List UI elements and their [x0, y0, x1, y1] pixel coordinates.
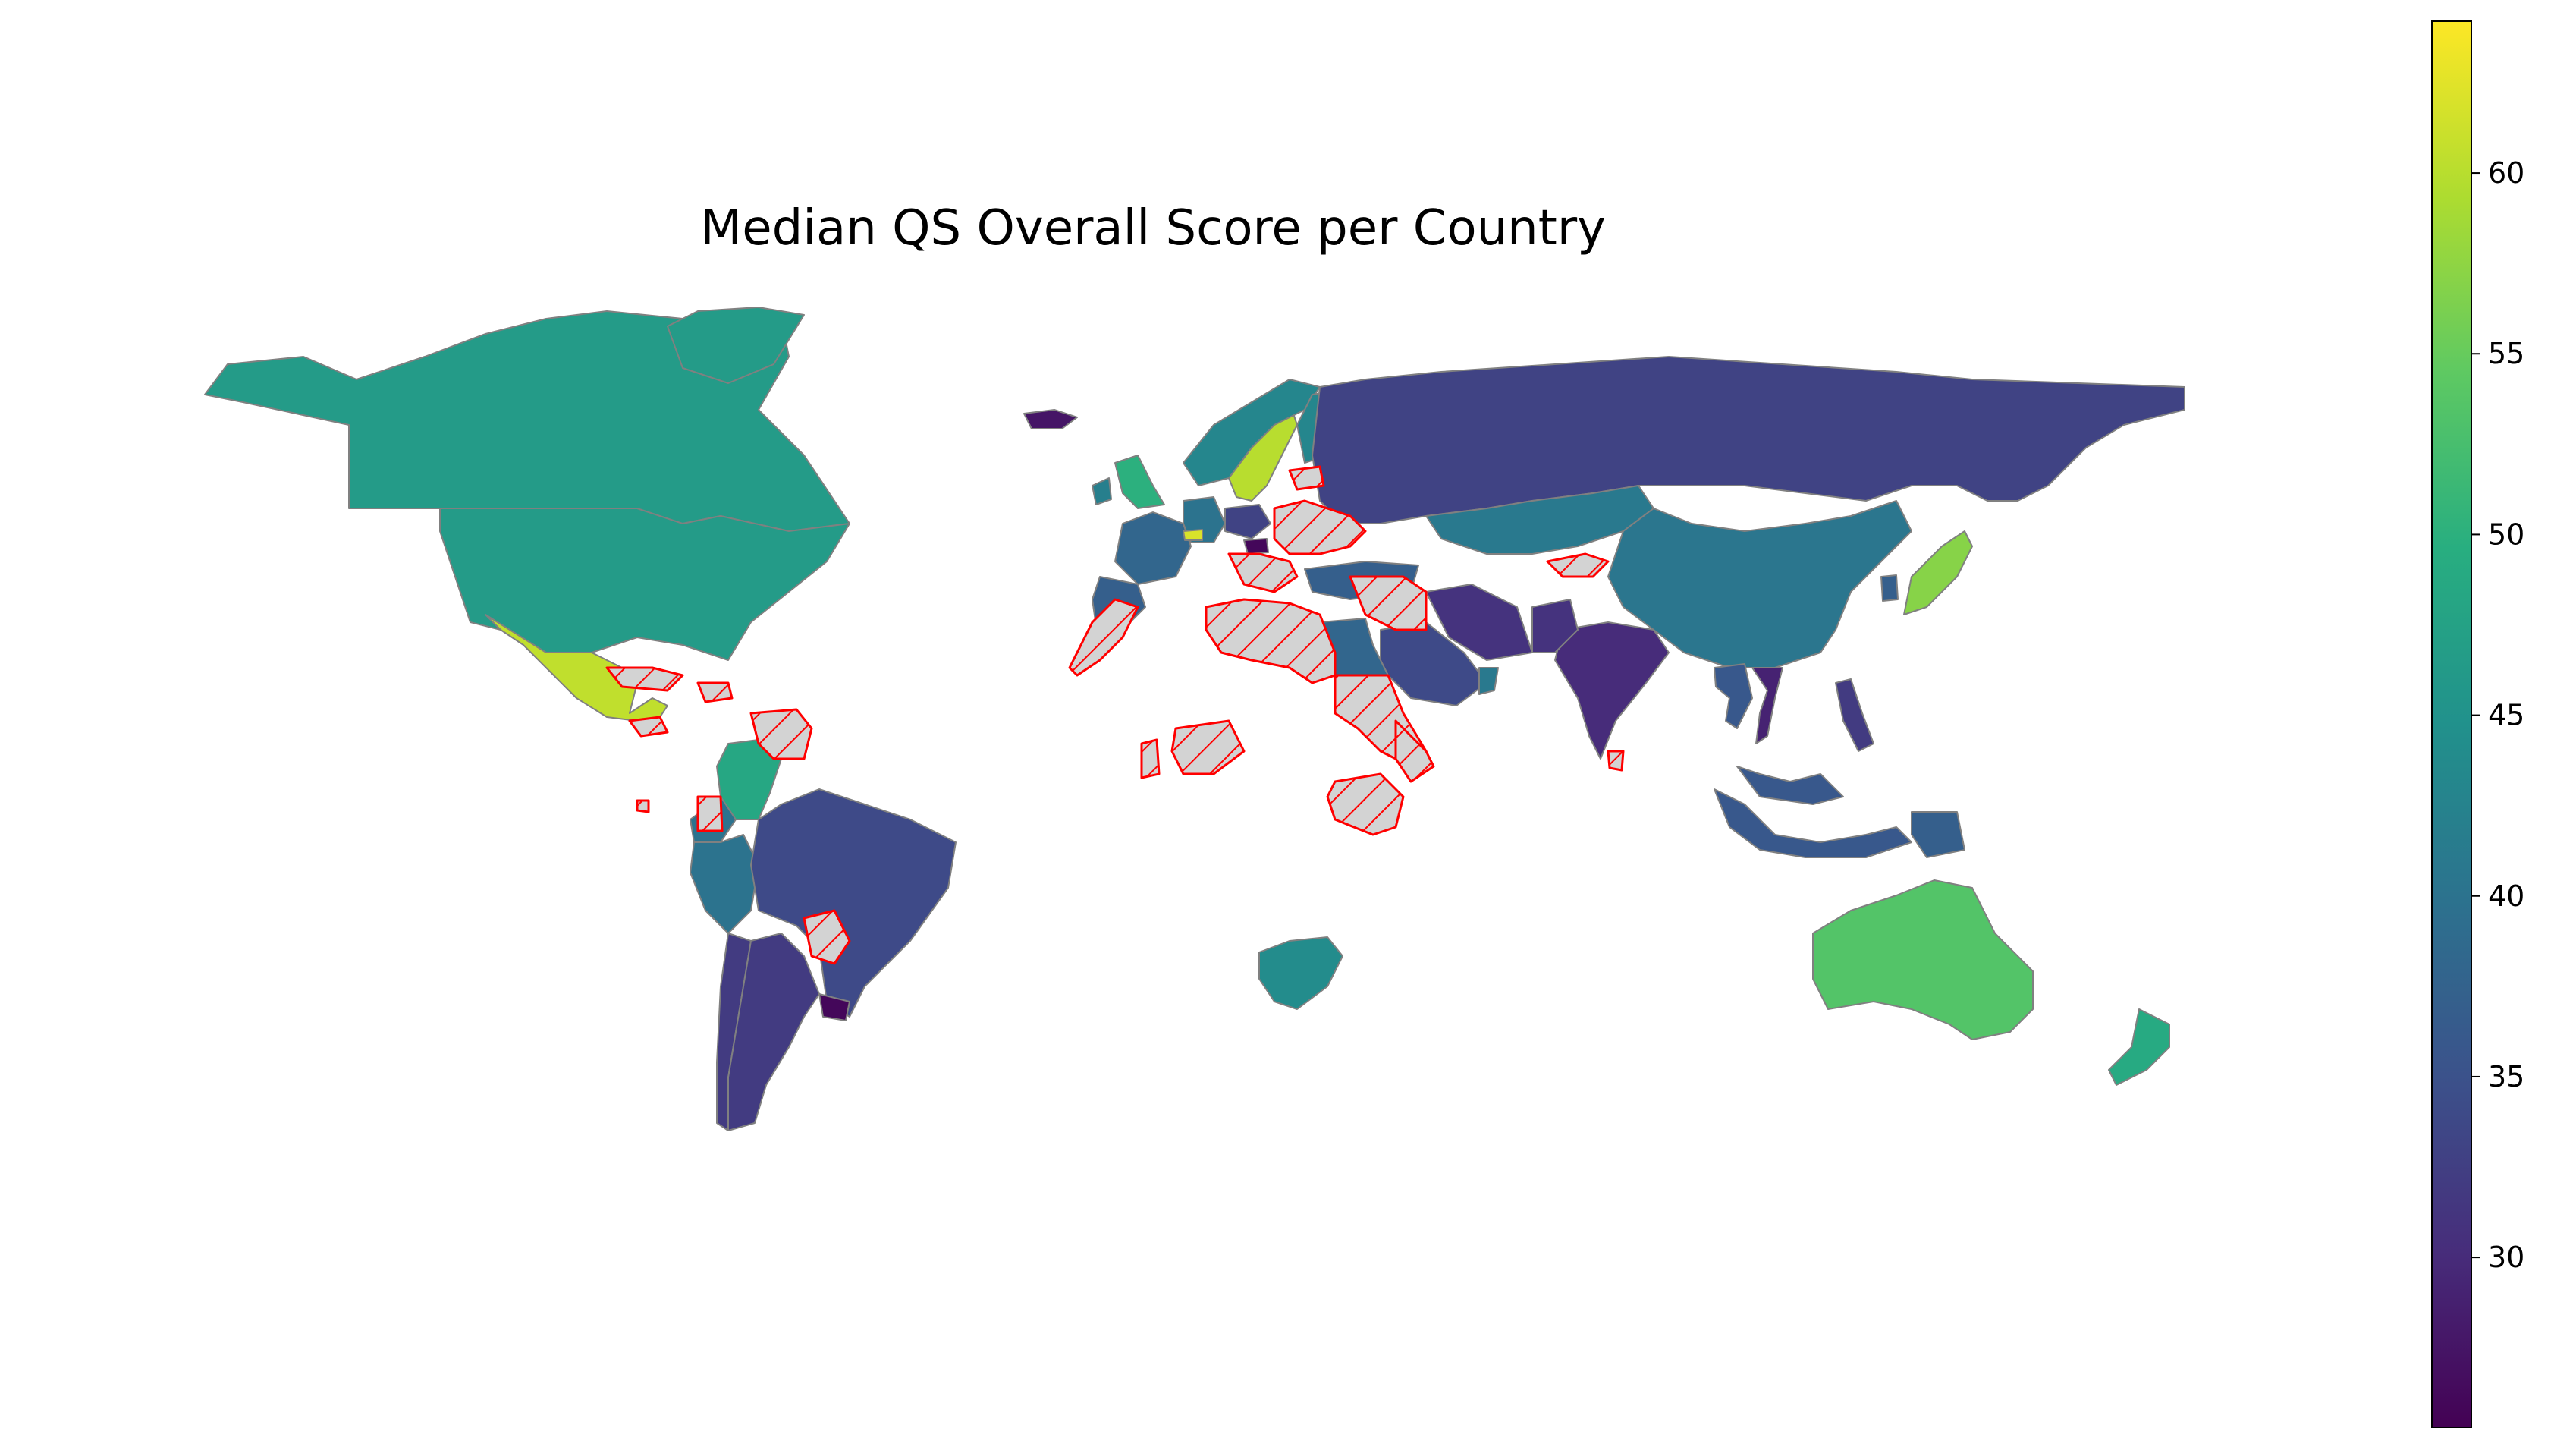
country-malaysia	[1736, 766, 1844, 805]
country-switzerland	[1183, 529, 1203, 541]
country-ireland	[1092, 477, 1112, 505]
country-united-states	[439, 508, 850, 661]
missing-data-region	[1273, 499, 1367, 555]
country-australia	[1812, 879, 2034, 1040]
country-south-korea	[1880, 574, 1899, 602]
colorbar-tick-label: 40	[2488, 879, 2524, 913]
country-poland	[1224, 504, 1271, 539]
country-india	[1554, 621, 1670, 760]
world-map	[204, 307, 2185, 1131]
country-thailand	[1714, 663, 1753, 729]
country-united-kingdom	[1114, 455, 1165, 509]
colorbar-gradient	[2431, 20, 2472, 1428]
colorbar-tick-label: 50	[2488, 517, 2524, 551]
missing-data-region	[628, 716, 669, 738]
missing-data-region	[749, 708, 813, 760]
missing-data-region	[696, 681, 734, 703]
missing-data-region	[1394, 719, 1435, 783]
missing-data-region	[1068, 598, 1139, 677]
country-brazil	[750, 788, 957, 1018]
country-japan	[1903, 530, 1973, 615]
missing-data-region	[1170, 719, 1246, 775]
country-indonesia	[1714, 788, 1912, 858]
country-uruguay	[818, 993, 850, 1021]
missing-data-region	[696, 795, 724, 832]
missing-data-region	[1546, 552, 1610, 578]
country-new-zealand	[2108, 1008, 2170, 1086]
country-vietnam	[1751, 667, 1783, 744]
missing-data-region	[1326, 772, 1405, 836]
country-oman	[1478, 667, 1499, 695]
country-peru	[690, 834, 759, 934]
colorbar-tick-label: 35	[2488, 1060, 2524, 1093]
country-philippines	[1835, 678, 1874, 752]
country-hungary	[1243, 538, 1269, 555]
country-papua-new-guinea	[1911, 811, 1965, 858]
missing-data-region	[1140, 738, 1161, 779]
missing-data-region	[636, 799, 650, 813]
missing-data-region	[1349, 575, 1428, 631]
country-iran	[1425, 584, 1533, 661]
missing-data-region	[1227, 552, 1299, 593]
colorbar-tick-label: 45	[2488, 699, 2524, 732]
country-greenland	[667, 307, 805, 384]
missing-data-region	[605, 666, 684, 692]
country-france	[1114, 511, 1192, 585]
country-iceland	[1023, 409, 1078, 429]
colorbar-tick-label: 60	[2488, 156, 2524, 190]
colorbar-tick-label: 30	[2488, 1241, 2524, 1274]
missing-data-region	[803, 909, 851, 965]
country-argentina	[727, 933, 820, 1131]
country-pakistan	[1531, 599, 1579, 653]
missing-data-region	[1288, 465, 1325, 491]
colorbar-tick-label: 55	[2488, 337, 2524, 370]
missing-data-region	[1205, 598, 1337, 684]
missing-data-region	[1607, 750, 1625, 772]
country-south-africa	[1258, 936, 1343, 1010]
map-title: Median QS Overall Score per Country	[699, 200, 1607, 256]
